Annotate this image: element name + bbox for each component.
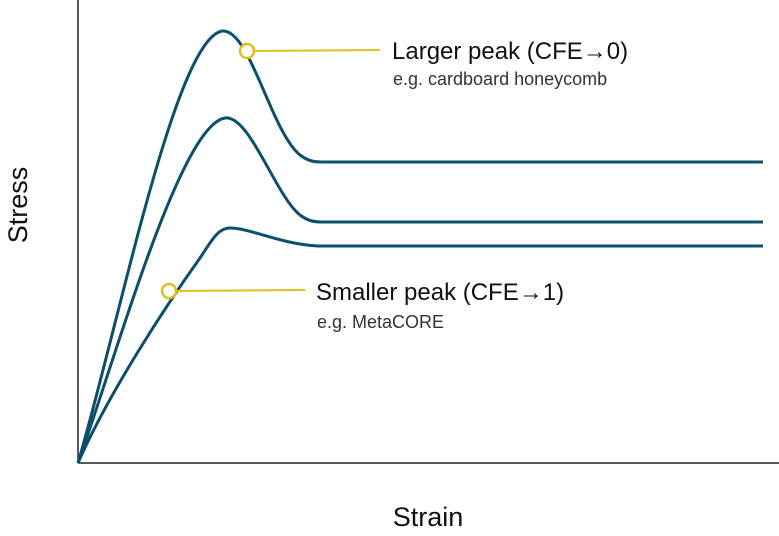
y-axis-label: Stress — [3, 167, 33, 244]
x-axis-label: Strain — [393, 502, 464, 532]
annotation-title: Smaller peak (CFE→1) — [316, 279, 564, 306]
leader-line — [175, 289, 306, 292]
annotation-subtitle: e.g. MetaCORE — [317, 312, 444, 332]
annotation-subtitle: e.g. cardboard honeycomb — [393, 69, 607, 89]
annotation-larger-peak: Larger peak (CFE→0) e.g. cardboard honey… — [238, 38, 628, 89]
annotation-title: Larger peak (CFE→0) — [392, 38, 628, 65]
leader-line — [253, 49, 381, 52]
curve-medium-peak — [76, 116, 763, 464]
curve-small-peak — [76, 226, 763, 464]
annotation-smaller-peak: Smaller peak (CFE→1) e.g. MetaCORE — [160, 279, 564, 332]
marker-circle-icon — [238, 42, 256, 60]
curve-large-peak — [76, 29, 763, 464]
marker-circle-icon — [160, 282, 178, 300]
